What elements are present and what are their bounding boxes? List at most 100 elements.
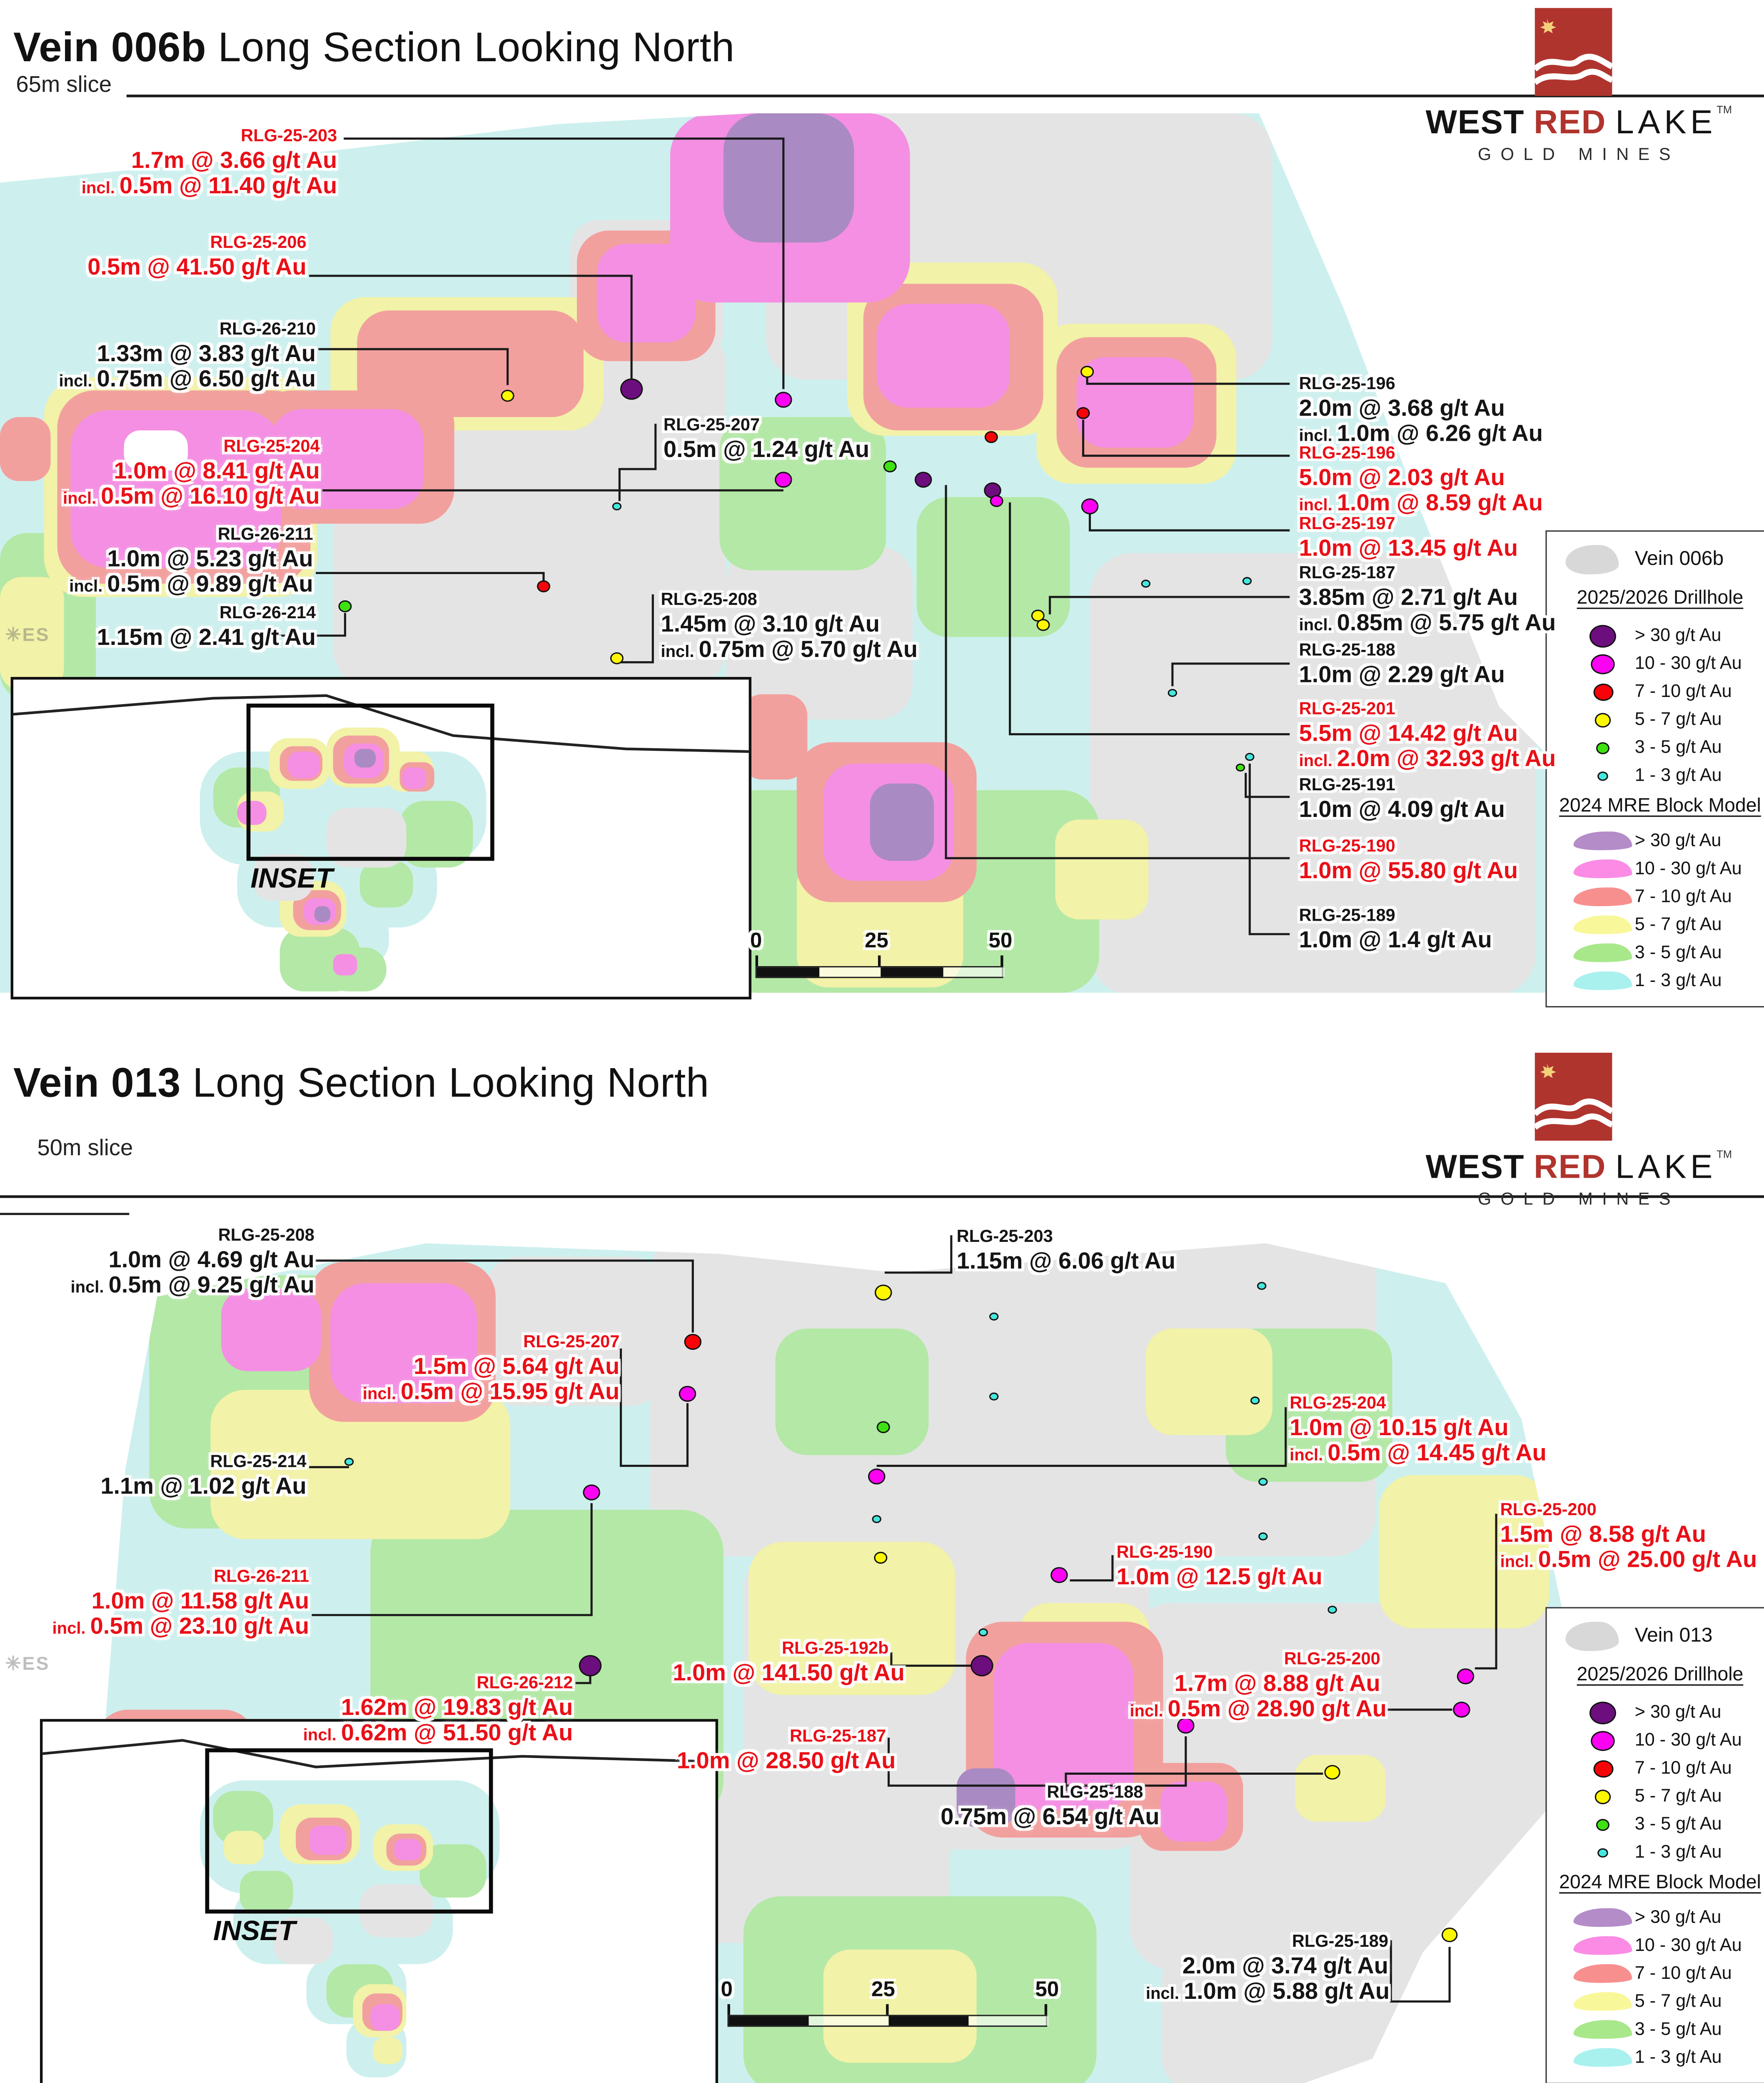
intercept-value: 1.0m @ 1.4 g/t Au xyxy=(1299,925,1492,952)
drillhole-intercept-dot xyxy=(1245,753,1255,761)
incl-prefix: incl. xyxy=(1145,1984,1184,2003)
scale-segment xyxy=(729,2016,809,2026)
grade-circle-icon xyxy=(1589,624,1616,647)
drillhole-id: RLG-25-187 xyxy=(1299,562,1395,582)
grade-label: 10 - 30 g/t Au xyxy=(1634,858,1742,878)
legend-item-blockmodel: 10 - 30 g/t Au xyxy=(1547,856,1764,882)
inset-extent-rectangle xyxy=(205,1748,493,1914)
drillhole-intercept-dot xyxy=(1141,579,1151,588)
scale-bar-strip xyxy=(727,2015,1049,2027)
drillhole-id: RLG-25-207 xyxy=(663,414,760,435)
inset-map-patch xyxy=(354,749,376,768)
intercept-value: 1.33m @ 3.83 g/t Au xyxy=(97,339,316,366)
title-vein-id: Vein 013 xyxy=(13,1059,181,1106)
drill-annotation: RLG-25-197 1.0m @ 13.45 g/t Au xyxy=(1299,514,1546,561)
page-title-vein006b: Vein 006b Long Section Looking North xyxy=(13,24,735,72)
drill-annotation: RLG-25-206 0.5m @ 41.50 g/t Au xyxy=(60,232,307,280)
grade-label: 7 - 10 g/t Au xyxy=(1634,886,1732,907)
drillhole-intercept-dot xyxy=(989,1392,999,1401)
maple-leaf-icon xyxy=(1540,1063,1557,1078)
drillhole-intercept-dot xyxy=(537,580,551,592)
incl-prefix: incl. xyxy=(69,577,107,596)
grade-label: > 30 g/t Au xyxy=(1634,1701,1722,1722)
drillhole-intercept-dot xyxy=(990,495,1003,507)
legend-item-blockmodel: > 30 g/t Au xyxy=(1547,827,1764,854)
incl-prefix: incl. xyxy=(59,372,97,391)
incl-prefix: incl. xyxy=(303,1726,341,1745)
grade-blob-icon xyxy=(1573,1964,1632,1983)
block-model-patch xyxy=(723,113,854,243)
intercept-value: 1.0m @ 12.5 g/t Au xyxy=(1116,1562,1322,1589)
drillhole-intercept-dot xyxy=(775,472,792,488)
drillhole-intercept-dot xyxy=(679,1386,696,1402)
drillhole-id: RLG-25-201 xyxy=(1299,698,1395,719)
drillhole-intercept-dot xyxy=(1453,1701,1470,1718)
drill-annotation: RLG-25-200 1.7m @ 8.88 g/t Au incl. 0.5m @… xyxy=(1130,1649,1387,1723)
intercept-value: 0.5m @ 41.50 g/t Au xyxy=(87,252,307,280)
drillhole-id: RLG-25-189 xyxy=(1292,1931,1388,1951)
intercept-value: 1.0m @ 10.15 g/t Au xyxy=(1290,1413,1509,1440)
incl-prefix: incl. xyxy=(70,1278,109,1297)
intercept-value: incl. 0.5m @ 16.10 g/t Au xyxy=(63,482,320,510)
grade-circle-icon xyxy=(1592,1759,1613,1777)
block-model-patch xyxy=(870,783,934,861)
inset-map-patch xyxy=(359,861,413,908)
drill-annotation: RLG-25-204 1.0m @ 10.15 g/t Au incl. 0.5m … xyxy=(1290,1393,1572,1467)
drillhole-intercept-dot xyxy=(872,1515,881,1524)
drillhole-intercept-dot xyxy=(971,1655,993,1676)
grade-blob-icon xyxy=(1573,2020,1632,2039)
intercept-value: incl. 0.75m @ 6.50 g/t Au xyxy=(59,365,316,392)
intercept-value: 1.7m @ 8.88 g/t Au xyxy=(1174,1669,1380,1696)
intercept-value: 1.5m @ 8.58 g/t Au xyxy=(1500,1520,1706,1547)
drillhole-id: RLG-25-203 xyxy=(241,125,337,145)
intercept-value: 1.62m @ 19.83 g/t Au xyxy=(341,1693,573,1720)
drill-annotation: RLG-25-203 1.7m @ 3.66 g/t Au incl. 0.5m @… xyxy=(31,125,337,200)
legend-item-blockmodel: 3 - 5 g/t Au xyxy=(1547,2016,1764,2043)
drillhole-intercept-dot xyxy=(874,1284,892,1301)
drill-annotation: RLG-25-214 1.1m @ 1.02 g/t Au xyxy=(53,1452,306,1499)
block-model-patch xyxy=(775,1329,929,1455)
drill-annotation: RLG-25-192b 1.0m @ 141.50 g/t Au xyxy=(673,1638,905,1686)
scale-segment xyxy=(943,967,1005,977)
intercept-value: 1.5m @ 5.64 g/t Au xyxy=(414,1352,620,1379)
incl-prefix: incl. xyxy=(52,1619,90,1638)
drillhole-intercept-dot xyxy=(612,502,622,511)
legend-vein006b: Vein 006b 2025/2026 Drillhole 2024 MRE B… xyxy=(1545,530,1764,1008)
intercept-value: incl. 0.5m @ 14.45 g/t Au xyxy=(1290,1439,1547,1466)
drillhole-id: RLG-25-208 xyxy=(218,1224,314,1245)
scale-segment xyxy=(818,967,881,977)
grade-circle-icon xyxy=(1597,771,1608,780)
grade-circle-icon xyxy=(1596,1818,1609,1831)
drillhole-id: RLG-25-191 xyxy=(1299,774,1395,794)
intercept-value: incl. 0.5m @ 23.10 g/t Au xyxy=(52,1612,309,1639)
drill-annotation: RLG-26-212 1.62m @ 19.83 g/t Au incl. 0.62… xyxy=(220,1673,573,1746)
legend-block-title: 2024 MRE Block Model xyxy=(1559,795,1761,817)
incl-prefix: incl. xyxy=(1500,1552,1538,1571)
drill-annotation: RLG-26-211 1.0m @ 5.23 g/t Au incl. 0.5m @… xyxy=(0,524,313,598)
legend-item-blockmodel: 10 - 30 g/t Au xyxy=(1547,1932,1764,1959)
drillhole-intercept-dot xyxy=(1250,1396,1260,1405)
drillhole-id: RLG-26-211 xyxy=(217,524,313,544)
drill-annotation: RLG-25-189 2.0m @ 3.74 g/t Au incl. 1.0m @… xyxy=(1145,1931,1390,2005)
logo-wordmark: WEST RED LAKETM xyxy=(1425,1149,1732,1186)
grade-label: 10 - 30 g/t Au xyxy=(1634,1729,1742,1750)
grade-blob-icon xyxy=(1573,1936,1632,1955)
drillhole-intercept-dot xyxy=(868,1468,886,1485)
grade-circle-icon xyxy=(1596,742,1609,754)
inset-map-patch xyxy=(394,1839,421,1861)
surface-line xyxy=(42,1739,716,1768)
drillhole-id: RLG-25-204 xyxy=(223,435,320,456)
logo-waves-icon xyxy=(1534,18,1612,85)
incl-prefix: incl. xyxy=(1299,752,1337,771)
block-model-patch xyxy=(1145,1329,1272,1435)
inset-map-patch xyxy=(253,854,313,901)
block-model-patch xyxy=(596,244,696,343)
legend-drill-title: 2025/2026 Drillhole xyxy=(1577,587,1744,609)
drillhole-intercept-dot xyxy=(914,472,932,488)
drillhole-intercept-dot xyxy=(610,652,624,664)
drill-annotation: RLG-26-211 1.0m @ 11.58 g/t Au incl. 0.5m … xyxy=(0,1566,309,1640)
scale-0: 0 xyxy=(721,1978,733,2002)
incl-prefix: incl. xyxy=(81,179,120,197)
drillhole-intercept-dot xyxy=(620,378,643,400)
drill-annotation: RLG-25-187 1.0m @ 28.50 g/t Au xyxy=(677,1726,896,1773)
